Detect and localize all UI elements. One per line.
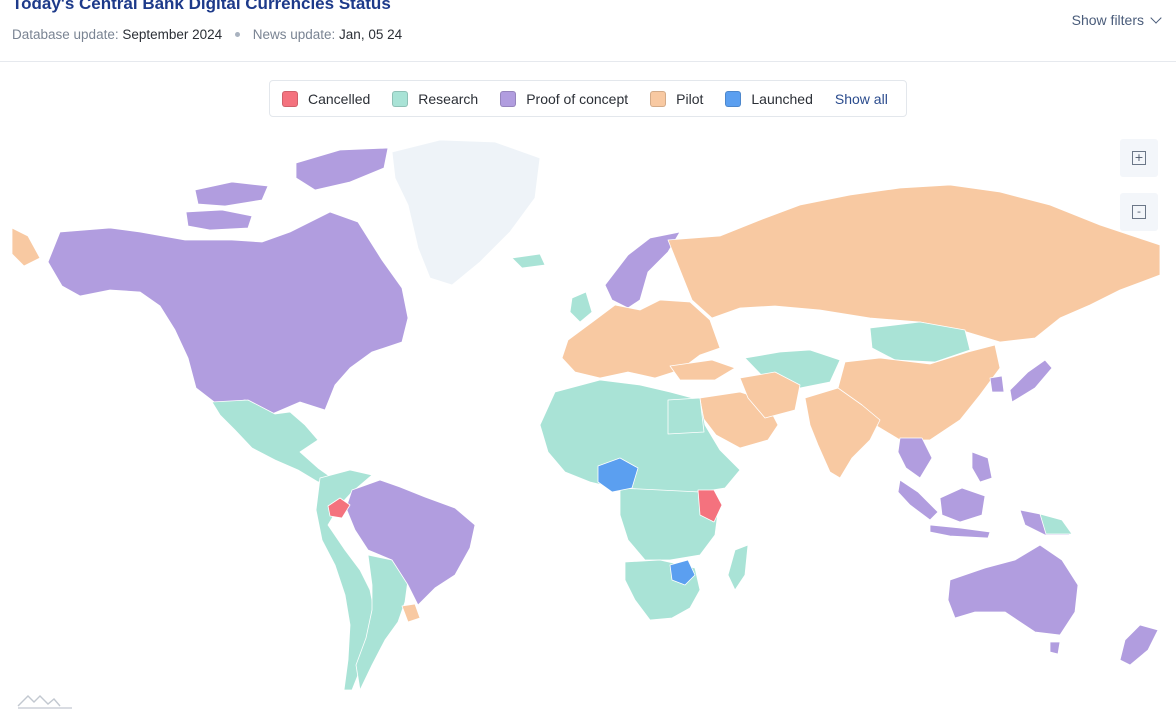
- legend-swatch-cancelled: [282, 90, 298, 107]
- region-kenya[interactable]: [697, 489, 723, 523]
- legend-swatch-proof-of-concept: [500, 90, 517, 107]
- legend-label-research: Research: [418, 90, 479, 107]
- legend-item-research[interactable]: Research: [392, 90, 479, 107]
- legend-label-cancelled: Cancelled: [308, 90, 371, 107]
- region-western-europe[interactable]: [561, 299, 721, 379]
- mountain-logo-icon: [17, 695, 72, 709]
- region-philippines[interactable]: [971, 451, 993, 483]
- legend-label-pilot: Pilot: [676, 90, 704, 107]
- legend-swatch-launched: [725, 90, 742, 107]
- region-iran[interactable]: [739, 371, 801, 419]
- legend-swatch-research: [392, 90, 409, 107]
- region-africa-central[interactable]: [619, 487, 719, 561]
- region-india[interactable]: [804, 387, 881, 479]
- show-filters-label: Show filters: [1071, 12, 1144, 28]
- legend-swatch-pilot: [650, 90, 667, 107]
- region-mexico-central-america[interactable]: [211, 399, 336, 483]
- region-korea[interactable]: [989, 375, 1005, 393]
- page-title: Today's Central Bank Digital Currencies …: [12, 0, 391, 13]
- region-zimbabwe[interactable]: [669, 559, 696, 586]
- database-update-value: September 2024: [122, 27, 223, 42]
- region-alaska-tip[interactable]: [11, 227, 41, 267]
- news-update-label: News update:: [252, 27, 336, 42]
- minus-icon: -: [1132, 205, 1146, 219]
- region-north-america-islands-3[interactable]: [185, 209, 253, 231]
- update-info: Database update: September 2024 News upd…: [12, 27, 402, 42]
- show-filters-button[interactable]: Show filters: [1071, 12, 1162, 28]
- region-north-america-islands[interactable]: [295, 147, 389, 191]
- database-update-label: Database update:: [12, 27, 119, 42]
- legend-item-pilot[interactable]: Pilot: [650, 90, 704, 107]
- region-north-america[interactable]: [47, 211, 409, 415]
- region-mongolia[interactable]: [869, 321, 971, 363]
- world-map[interactable]: [0, 62, 1176, 720]
- region-uruguay[interactable]: [401, 603, 421, 623]
- legend-item-launched[interactable]: Launched: [725, 90, 813, 107]
- region-new-zealand[interactable]: [1119, 624, 1159, 666]
- zoom-out-button[interactable]: -: [1120, 193, 1158, 231]
- region-australia[interactable]: [947, 544, 1079, 636]
- region-greenland[interactable]: [391, 139, 541, 286]
- region-madagascar[interactable]: [727, 544, 749, 591]
- zoom-in-button[interactable]: +: [1120, 139, 1158, 177]
- region-uk[interactable]: [569, 291, 593, 323]
- legend-item-proof-of-concept[interactable]: Proof of concept: [500, 90, 629, 107]
- region-iceland[interactable]: [511, 253, 546, 269]
- region-borneo[interactable]: [939, 487, 986, 523]
- plus-icon: +: [1132, 151, 1146, 165]
- status-legend: Cancelled Research Proof of concept Pilo…: [269, 80, 907, 117]
- region-brazil[interactable]: [345, 479, 476, 606]
- legend-label-launched: Launched: [751, 90, 813, 107]
- region-tasmania[interactable]: [1049, 641, 1061, 655]
- news-update-value: Jan, 05 24: [339, 27, 403, 42]
- region-russia[interactable]: [667, 184, 1161, 343]
- region-japan[interactable]: [1009, 359, 1053, 403]
- legend-item-cancelled[interactable]: Cancelled: [282, 90, 371, 107]
- region-indochina[interactable]: [897, 437, 933, 479]
- legend-label-proof-of-concept: Proof of concept: [526, 90, 629, 107]
- region-north-america-islands-2[interactable]: [194, 181, 269, 207]
- chevron-down-icon: [1150, 12, 1162, 24]
- region-turkey[interactable]: [669, 359, 736, 381]
- region-png-east[interactable]: [1039, 513, 1073, 535]
- region-egypt[interactable]: [667, 397, 705, 435]
- region-sumatra[interactable]: [897, 479, 939, 521]
- region-nigeria[interactable]: [597, 457, 639, 493]
- show-all-link[interactable]: Show all: [834, 90, 888, 107]
- region-java[interactable]: [929, 524, 991, 539]
- region-scandinavia[interactable]: [604, 231, 681, 309]
- separator-dot: [234, 31, 240, 37]
- region-ecuador[interactable]: [327, 497, 351, 519]
- page-header: Today's Central Bank Digital Currencies …: [0, 0, 1176, 62]
